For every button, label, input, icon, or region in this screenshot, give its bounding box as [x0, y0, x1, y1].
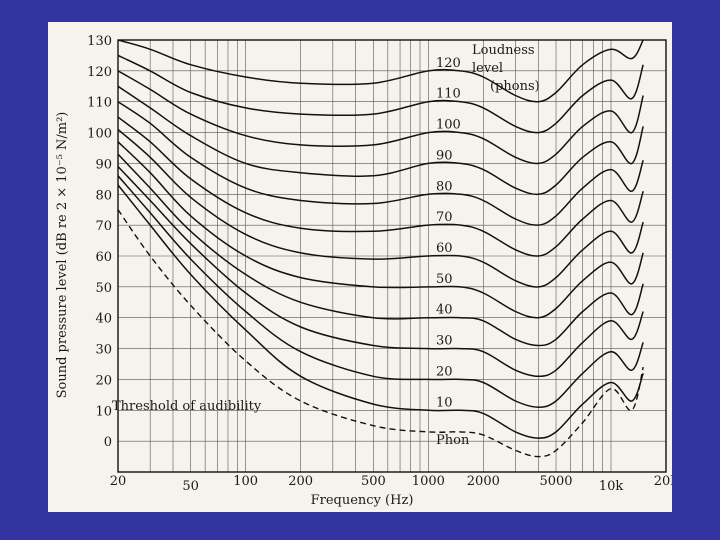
phon-curve-50 — [118, 141, 644, 319]
loudness-annotation-line2: level — [472, 61, 503, 76]
y-tick-label: 20 — [95, 373, 112, 388]
curve-label-70: 70 — [436, 210, 453, 225]
loudness-annotation-line3: (phons) — [490, 79, 540, 94]
y-tick-labels: 0 10 20 30 40 50 60 70 80 90 100 110 120 130 — [87, 34, 112, 450]
curve-label-120: 120 — [436, 56, 461, 71]
y-tick-label: 110 — [87, 96, 112, 111]
x-tick-label: 1000 — [412, 474, 445, 489]
plot-frame — [117, 39, 667, 473]
y-axis-label: Sound pressure level (dB re 2 × 10⁻⁵ N/m… — [55, 112, 70, 399]
x-tick-label: 100 — [233, 474, 258, 489]
grid — [117, 39, 667, 473]
x-tick-label: 20k — [654, 474, 672, 489]
x-tick-labels: 20 50 100 200 500 1000 2000 5000 10k 20k — [110, 474, 672, 494]
curve-labels: 10 20 30 40 50 60 70 80 90 100 110 120 — [436, 56, 461, 410]
phon-curve-110 — [118, 54, 644, 134]
curve-label-80: 80 — [436, 179, 453, 194]
x-tick-label: 20 — [110, 474, 127, 489]
y-tick-label: 40 — [95, 312, 112, 327]
y-tick-label: 50 — [95, 281, 112, 296]
curve-label-110: 110 — [436, 87, 461, 102]
x-tick-label: 200 — [288, 474, 313, 489]
y-tick-label: 10 — [95, 404, 112, 419]
phon-curve-100 — [118, 70, 644, 165]
curve-label-40: 40 — [436, 303, 453, 318]
y-tick-label: 100 — [87, 127, 112, 142]
threshold-curve — [118, 209, 644, 458]
curve-label-20: 20 — [436, 364, 453, 379]
curve-label-100: 100 — [436, 118, 461, 133]
curve-label-30: 30 — [436, 334, 453, 349]
threshold-annotation: Threshold of audibility — [112, 399, 262, 414]
curve-label-10: 10 — [436, 395, 453, 410]
loudness-annotation-line1: Loudness — [472, 43, 535, 58]
x-axis-label: Frequency (Hz) — [311, 493, 414, 508]
phon-curve-80 — [118, 101, 644, 226]
x-tick-label: 5000 — [539, 474, 572, 489]
phon-curve-90 — [118, 85, 644, 196]
phon-curve-60 — [118, 128, 644, 288]
phon-curve-10 — [118, 184, 644, 439]
phon-curve-120 — [118, 40, 644, 103]
y-tick-label: 60 — [95, 250, 112, 265]
y-tick-label: 130 — [87, 34, 112, 49]
phon-annotation: Phon — [436, 433, 470, 448]
curve-label-60: 60 — [436, 241, 453, 256]
phon-curve-20 — [118, 175, 644, 408]
curves — [118, 40, 644, 458]
curve-label-50: 50 — [436, 272, 453, 287]
y-tick-label: 30 — [95, 343, 112, 358]
y-tick-label: 90 — [95, 157, 112, 172]
x-tick-label: 2000 — [467, 474, 500, 489]
phon-curve-70 — [118, 116, 644, 257]
x-tick-label: 10k — [599, 479, 624, 494]
x-tick-label: 50 — [182, 479, 199, 494]
plot-border — [117, 39, 667, 473]
y-tick-label: 80 — [95, 188, 112, 203]
y-tick-label: 120 — [87, 65, 112, 80]
x-tick-label: 500 — [361, 474, 386, 489]
chart-slide: 0 10 20 30 40 50 60 70 80 90 100 110 120 130 20 50 100 2… — [48, 22, 672, 512]
phon-curve-30 — [118, 165, 644, 378]
y-tick-label: 0 — [104, 435, 112, 450]
y-tick-label: 70 — [95, 219, 112, 234]
phon-curve-40 — [118, 153, 644, 347]
curve-label-90: 90 — [436, 148, 453, 163]
